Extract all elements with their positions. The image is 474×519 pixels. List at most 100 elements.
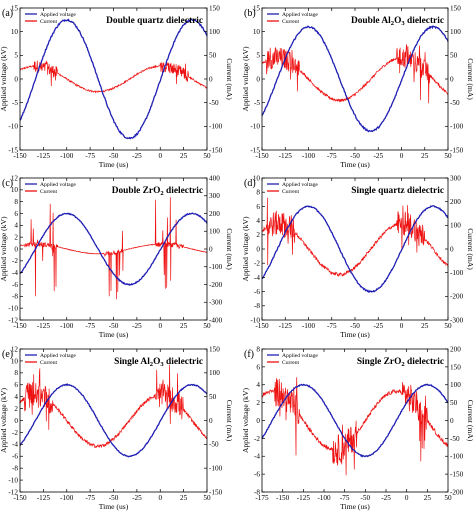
y-left-tick-label: -5 [12,99,18,107]
x-tick-label: -50 [361,494,371,502]
panel-letter: (a) [2,8,13,19]
y-left-axis-label: Applied voltage (kV) [0,388,8,453]
x-tick-label: -50 [109,152,119,160]
y-left-tick-label: 4 [14,222,18,230]
y-left-tick-label: 8 [14,198,18,206]
x-tick-label: -125 [279,322,293,330]
voltage-series [261,25,449,133]
y-left-axis-label: Applied voltage (kV) [241,216,250,281]
x-axis-label: Time (us) [99,330,129,339]
y-right-tick-label: 150 [450,363,461,371]
y-right-tick-label: 0 [450,245,454,253]
y-left-tick-label: 2 [256,231,260,239]
y-right-axis-label: Current (mA) [225,58,234,100]
x-axis-label: Time (us) [340,330,370,339]
y-left-tick-label: -8 [254,488,260,496]
y-right-tick-label: 100 [450,381,461,389]
x-axis-label: Time (us) [340,160,370,169]
y-left-tick-label: 6 [256,363,260,371]
panel-title: Single Al2O3 dielectric [114,357,203,368]
y-left-tick-label: -2 [12,429,18,437]
y-right-tick-label: -300 [450,316,464,324]
y-right-tick-label: 50 [209,393,217,401]
x-tick-label: -150 [13,322,27,330]
y-left-tick-label: -10 [250,123,260,131]
legend-voltage-label: Applied voltage [40,353,76,359]
y-left-tick-label: -10 [250,316,260,324]
y-left-tick-label: -6 [254,471,260,479]
x-tick-label: 50 [444,494,452,502]
x-tick-label: 0 [400,152,404,160]
y-right-tick-label: -150 [450,471,464,479]
panel-letter: (b) [244,8,256,19]
y-left-tick-label: -5 [254,99,260,107]
y-right-tick-label: -300 [209,299,223,307]
y-left-tick-label: 8 [14,369,18,377]
x-tick-label: 50 [203,152,211,160]
y-right-axis-label: Current (mA) [225,400,234,442]
x-tick-label: -150 [255,152,269,160]
panel-e: -150 -125 -100 -75 -50 -25 0 25 50-12-10-8-6-4-2… [0,345,234,511]
y-right-tick-label: 300 [450,174,461,182]
y-left-tick-label: 0 [256,75,260,83]
y-right-axis-label: Current (mA) [225,228,234,270]
y-left-tick-label: -4 [12,441,18,449]
x-tick-label: 25 [180,152,188,160]
y-left-tick-label: -2 [254,260,260,268]
y-right-tick-label: 100 [209,228,220,236]
y-left-tick-label: 8 [256,189,260,197]
x-tick-label: 25 [421,322,429,330]
y-left-tick-label: 10 [253,174,261,182]
y-right-tick-label: -50 [209,441,219,449]
y-right-tick-label: -200 [450,488,464,496]
x-tick-label: 0 [158,494,162,502]
x-tick-label: -100 [302,322,316,330]
y-right-tick-label: 150 [209,4,220,12]
x-tick-label: 50 [444,152,452,160]
plot-frame [19,177,208,321]
y-right-tick-label: -150 [209,146,223,154]
y-right-tick-label: -100 [209,465,223,473]
y-right-axis-label: Current (mA) [466,228,474,270]
y-right-tick-label: 50 [450,52,458,60]
y-left-tick-label: -8 [12,293,18,301]
y-right-tick-label: -200 [450,293,464,301]
x-axis-label: Time (us) [99,502,129,511]
x-tick-label: -25 [132,152,142,160]
x-tick-label: -150 [13,494,27,502]
y-left-tick-label: -12 [8,316,18,324]
x-tick-label: -75 [340,494,350,502]
x-tick-label: -25 [132,494,142,502]
y-left-tick-label: 15 [11,4,19,12]
plot-frame [19,348,208,493]
y-left-tick-label: -6 [12,453,18,461]
y-left-tick-label: 0 [256,245,260,253]
x-tick-label: -75 [85,152,95,160]
y-left-tick-label: -4 [254,274,260,282]
y-left-tick-label: 0 [14,417,18,425]
current-series [261,44,449,104]
x-tick-label: 25 [180,494,188,502]
x-tick-label: -125 [279,152,293,160]
legend-voltage-label: Applied voltage [282,353,318,359]
x-tick-label: -125 [37,322,51,330]
x-tick-label: -50 [350,322,360,330]
y-right-tick-label: 200 [209,210,220,218]
x-tick-label: -25 [381,494,391,502]
y-left-tick-label: -2 [254,435,260,443]
y-right-tick-label: -100 [209,263,223,271]
y-right-tick-label: -100 [450,453,464,461]
y-left-axis-label: Applied voltage (kV) [0,216,8,281]
x-tick-label: -150 [276,494,290,502]
y-right-tick-label: -100 [209,123,223,131]
y-left-tick-label: -8 [254,302,260,310]
legend-current-label: Current [40,189,58,195]
x-tick-label: 0 [405,494,409,502]
current-series [19,364,208,449]
panel-letter: (c) [2,178,13,189]
legend-current-label: Current [282,189,300,195]
y-right-tick-label: -150 [209,488,223,496]
panel-a: -150 -125 -100 -75 -50 -25 0 25 50-15-10-5051015… [0,4,234,169]
y-right-axis-label: Current (mA) [466,58,474,100]
